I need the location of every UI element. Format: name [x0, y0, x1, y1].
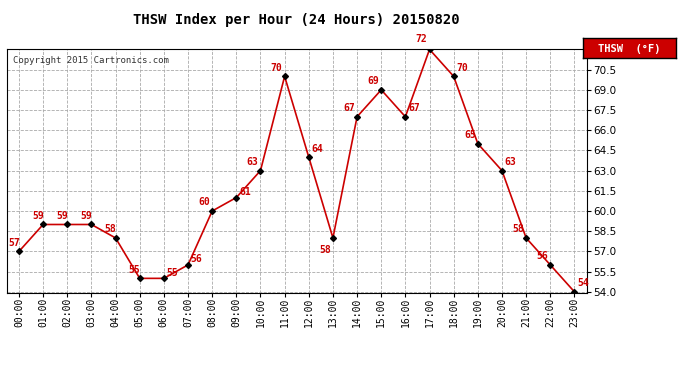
Text: 61: 61: [239, 187, 251, 197]
Text: 59: 59: [56, 211, 68, 221]
Text: 63: 63: [505, 157, 517, 167]
Text: 55: 55: [128, 265, 140, 275]
Text: 59: 59: [32, 211, 43, 221]
Text: 56: 56: [536, 251, 548, 261]
Text: THSW  (°F): THSW (°F): [598, 44, 661, 54]
Text: 58: 58: [319, 245, 331, 255]
Text: Copyright 2015 Cartronics.com: Copyright 2015 Cartronics.com: [12, 56, 168, 65]
Text: 72: 72: [415, 34, 427, 45]
Text: 60: 60: [198, 198, 210, 207]
Text: 63: 63: [246, 157, 258, 167]
Text: 55: 55: [167, 268, 179, 278]
Text: THSW Index per Hour (24 Hours) 20150820: THSW Index per Hour (24 Hours) 20150820: [133, 13, 460, 27]
Text: 69: 69: [367, 76, 379, 86]
Text: 59: 59: [80, 211, 92, 221]
Text: 67: 67: [408, 103, 420, 113]
Text: 65: 65: [464, 130, 475, 140]
Text: 70: 70: [270, 63, 282, 73]
Text: 57: 57: [8, 238, 19, 248]
Text: 56: 56: [191, 254, 203, 264]
Text: 58: 58: [512, 224, 524, 234]
Text: 58: 58: [104, 224, 116, 234]
Text: 70: 70: [457, 63, 469, 73]
Text: 54: 54: [578, 278, 589, 288]
Text: 64: 64: [312, 144, 324, 154]
Text: 67: 67: [343, 103, 355, 113]
